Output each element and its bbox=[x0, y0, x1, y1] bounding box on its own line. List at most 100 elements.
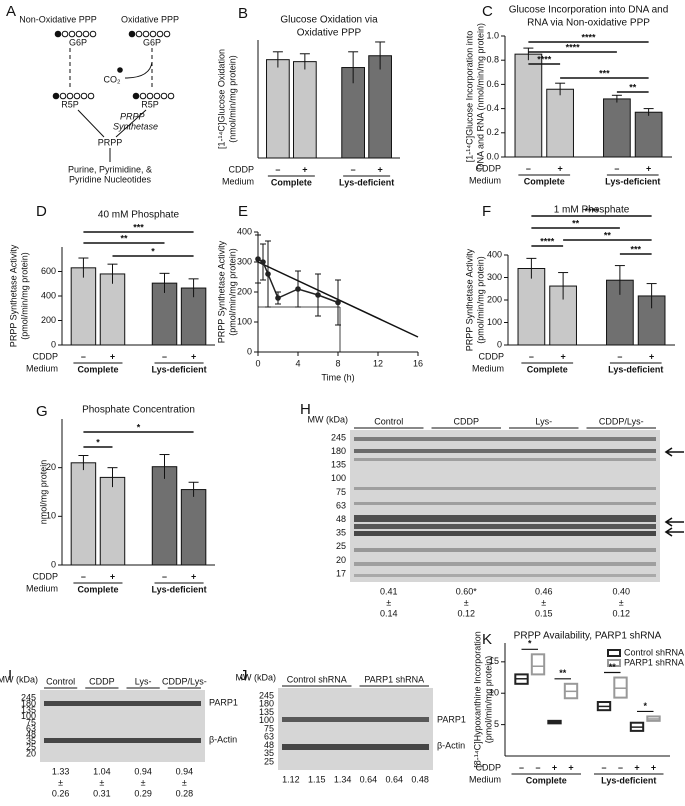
mw-marker: 63 bbox=[264, 732, 274, 742]
x-tick-label: – bbox=[526, 163, 531, 173]
mw-marker: 17 bbox=[336, 568, 346, 578]
lane-label: Control bbox=[46, 676, 75, 686]
diagram-atom bbox=[54, 30, 62, 38]
y-tick-label: 5 bbox=[494, 719, 499, 729]
mw-marker: 100 bbox=[259, 715, 274, 725]
sig-label: * bbox=[96, 437, 100, 447]
blot-band bbox=[44, 701, 201, 706]
x-tick-label: + bbox=[552, 762, 557, 772]
bar bbox=[603, 98, 631, 158]
y-axis-label: (pmol/min/mg protein) bbox=[19, 252, 29, 340]
bar bbox=[546, 88, 574, 158]
y-tick-label: 300 bbox=[237, 256, 252, 266]
chart-title: Oxidative PPP bbox=[297, 28, 362, 39]
blot-image bbox=[350, 430, 660, 582]
quant-pm: ± bbox=[99, 777, 104, 787]
group-label: Lys-deficient bbox=[151, 584, 206, 594]
y-tick-label: 0.0 bbox=[486, 151, 499, 161]
lane-label: PARP1 shRNA bbox=[364, 674, 424, 684]
y-axis-label: (pmol/min/mg protein) bbox=[475, 256, 485, 344]
diagram: Non-Oxidative PPP Oxidative PPP G6P G6P … bbox=[19, 14, 179, 184]
panel-label: E bbox=[238, 203, 248, 220]
lane-label: CDDP/Lys- bbox=[599, 416, 644, 426]
x-tick-label: 8 bbox=[335, 358, 340, 368]
quant-pm: ± bbox=[58, 777, 63, 787]
y-tick-label: 1.0 bbox=[486, 30, 499, 40]
y-tick-label: 0.8 bbox=[486, 55, 499, 65]
sig-label: **** bbox=[540, 236, 555, 246]
x-tick-label: – bbox=[162, 571, 167, 581]
x-tick-label: + bbox=[110, 571, 115, 581]
y-tick-label: 20 bbox=[46, 462, 56, 472]
bar bbox=[180, 489, 207, 566]
mw-marker: 35 bbox=[264, 748, 274, 758]
x-tick-label: + bbox=[110, 351, 115, 361]
diagram-atom bbox=[139, 92, 147, 100]
cddp-label: CDDP bbox=[32, 571, 58, 581]
mw-marker: 75 bbox=[264, 723, 274, 733]
group-label: Lys-deficient bbox=[605, 176, 660, 186]
quant-mean: 0.40 bbox=[612, 586, 630, 596]
x-axis-label: Time (h) bbox=[321, 372, 354, 382]
range-box bbox=[530, 653, 546, 676]
y-tick-label: 200 bbox=[487, 294, 502, 304]
sig-label: *** bbox=[133, 222, 144, 232]
medium-label: Medium bbox=[26, 583, 58, 593]
lane-label: Lys- bbox=[135, 676, 152, 686]
mw-marker: 245 bbox=[259, 690, 274, 700]
blot-band bbox=[354, 458, 656, 461]
quant-value: 0.48 bbox=[411, 774, 429, 784]
mw-marker: 100 bbox=[21, 711, 36, 721]
group-label: Complete bbox=[526, 775, 567, 785]
mw-marker: 63 bbox=[26, 723, 36, 733]
diagram-atom bbox=[73, 92, 81, 100]
y-axis-label: [1-¹⁴C]Glucose Incorporation into bbox=[464, 31, 474, 162]
diagram-atom bbox=[160, 92, 168, 100]
x-tick-label: – bbox=[601, 762, 606, 772]
x-tick-label: + bbox=[191, 571, 196, 581]
y-tick-label: 0 bbox=[497, 339, 502, 349]
band-label: β-Actin bbox=[437, 740, 465, 750]
data-point bbox=[295, 286, 301, 292]
medium-label: Medium bbox=[469, 774, 501, 784]
diagram-atom bbox=[52, 92, 60, 100]
quant-pm: ± bbox=[182, 777, 187, 787]
y-axis-label: PRPP Synthetase Activity bbox=[8, 244, 18, 347]
bar bbox=[99, 476, 126, 566]
diagram-atom bbox=[82, 30, 90, 38]
lane-label: CDDP bbox=[453, 416, 479, 426]
bar bbox=[517, 268, 546, 346]
bar bbox=[151, 466, 178, 566]
sig-label: ** bbox=[609, 662, 617, 672]
blot-band bbox=[354, 531, 656, 536]
chart-title: Glucose Oxidation via bbox=[280, 15, 378, 26]
panel-label: H bbox=[300, 401, 311, 418]
quant-mean: 0.94 bbox=[176, 766, 194, 776]
y-axis-label: (pmol/min/mg protein) bbox=[227, 248, 237, 336]
data-point bbox=[260, 259, 266, 265]
x-tick-label: – bbox=[519, 762, 524, 772]
cddp-label: CDDP bbox=[475, 163, 501, 173]
mw-marker: 25 bbox=[264, 756, 274, 766]
mw-title: MW (kDa) bbox=[236, 672, 277, 682]
mw-marker: 180 bbox=[259, 699, 274, 709]
y-axis-label: (nmol/min/mg protein) bbox=[227, 55, 237, 143]
lane-label: Control bbox=[374, 416, 403, 426]
quant-sd: 0.12 bbox=[612, 608, 630, 618]
y-tick-label: 10 bbox=[46, 511, 56, 521]
diagram-label: G6P bbox=[69, 37, 87, 47]
arrow bbox=[664, 527, 684, 537]
diagram-atom bbox=[66, 92, 74, 100]
diagram-atom bbox=[68, 30, 76, 38]
diagram-atom bbox=[128, 30, 136, 38]
y-tick-label: 400 bbox=[487, 249, 502, 259]
mw-title: MW (kDa) bbox=[308, 414, 349, 424]
legend-swatch bbox=[607, 649, 621, 657]
diagram-label: CO₂ bbox=[104, 74, 122, 84]
lane-label: Lys- bbox=[535, 416, 552, 426]
sig-label: ** bbox=[604, 230, 612, 240]
band-label: β-Actin bbox=[209, 734, 237, 744]
quant-mean: 0.94 bbox=[134, 766, 152, 776]
panel-label: C bbox=[482, 3, 493, 20]
arrow bbox=[664, 447, 684, 457]
